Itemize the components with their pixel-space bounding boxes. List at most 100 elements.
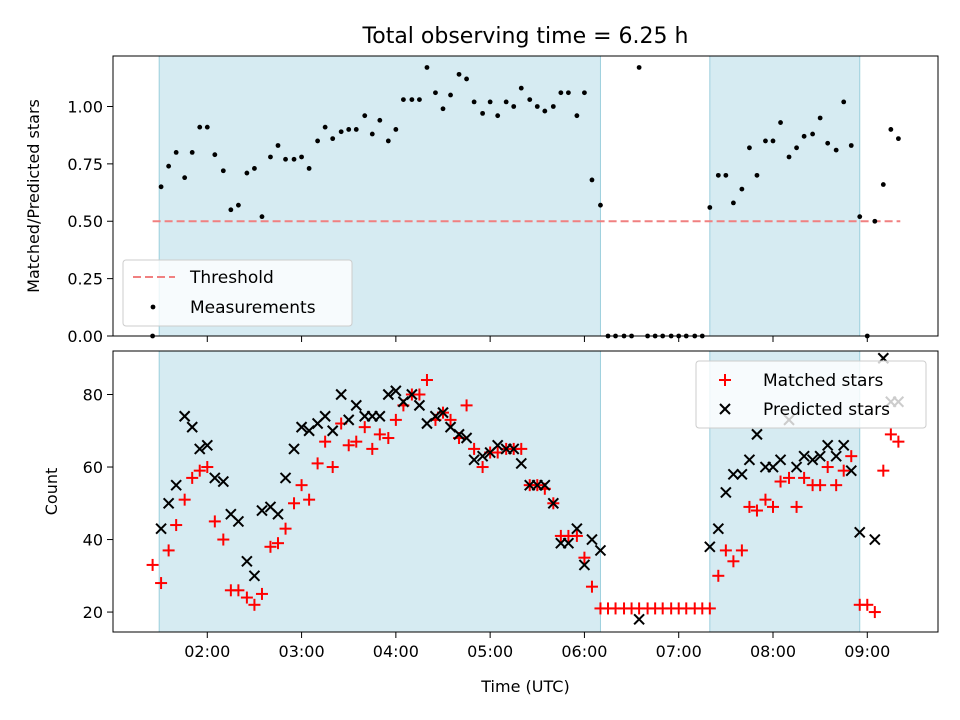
measurement-point (487, 99, 493, 105)
measurement-point (589, 177, 595, 183)
matched-star-marker (155, 577, 168, 590)
measurement-point (723, 172, 729, 178)
measurement-point (464, 76, 469, 82)
measurement-point (471, 99, 477, 105)
measurement-point (291, 156, 297, 162)
predicted-star-marker (232, 515, 245, 528)
predicted-star-marker (272, 508, 284, 520)
predicted-star-marker (186, 421, 198, 433)
matched-star-marker (146, 558, 159, 571)
ratio-panel: 0.00 0.25 0.50 0.75 1.00 Total observing tim… (24, 24, 939, 346)
measurement-point (715, 172, 721, 178)
count-x-ticks: 02:00 03:00 04:00 05:00 06:00 07:00 08:00 09:00 (184, 632, 890, 661)
measurement-point (888, 127, 894, 132)
measurement-point (558, 90, 564, 96)
x-tick-label: 02:00 (184, 642, 230, 661)
ratio-axes-frame (112, 55, 939, 337)
measurement-point (417, 97, 422, 103)
matched-star-marker (861, 598, 874, 611)
predicted-star-marker (712, 522, 725, 535)
predicted-star-marker (178, 410, 191, 422)
predicted-star-marker (830, 450, 842, 462)
measurement-point (848, 143, 854, 148)
predicted-star-marker (491, 439, 504, 451)
measurement-point (315, 138, 320, 144)
matched-star-marker (585, 580, 598, 593)
measurement-point (212, 152, 218, 158)
matched-star-marker (774, 475, 787, 488)
measurement-point (817, 115, 823, 121)
chart-title: Total observing time = 6.25 h (362, 24, 689, 49)
matched-star-marker (719, 544, 732, 557)
legend-measurement-label: Measurements (190, 298, 316, 318)
matched-star-marker (735, 544, 748, 557)
measurement-point (527, 97, 533, 103)
matched-star-marker (295, 479, 308, 492)
measurement-point (833, 147, 839, 153)
matched-star-marker (288, 497, 301, 510)
matched-star-marker (382, 432, 395, 445)
predicted-star-marker (798, 450, 810, 462)
matched-star-marker (750, 504, 763, 517)
measurement-point (503, 99, 509, 105)
legend-matched-swatch (719, 374, 731, 386)
predicted-star-marker (429, 410, 442, 422)
matched-star-marker (712, 569, 725, 582)
predicted-star-marker (390, 385, 402, 397)
predicted-star-marker (869, 533, 881, 546)
matched-star-marker (515, 442, 528, 455)
matched-star-marker (837, 464, 850, 477)
measurement-point (220, 168, 226, 174)
predicted-star-marker (279, 472, 292, 484)
measurement-point (794, 145, 799, 151)
matched-star-marker (178, 493, 191, 506)
measurement-point (770, 138, 776, 144)
predicted-star-marker (374, 410, 386, 422)
predicted-star-marker (437, 406, 449, 419)
predicted-star-marker (515, 457, 527, 470)
matched-star-marker (420, 374, 433, 387)
predicted-star-marker (633, 613, 645, 626)
matched-star-marker (767, 500, 779, 513)
matched-star-marker (255, 587, 268, 600)
matched-star-marker (311, 457, 324, 470)
predicted-star-marker (736, 468, 748, 480)
predicted-star-marker (248, 570, 261, 582)
legend-matched-label: Matched stars (763, 371, 883, 391)
count-y-axis-label: Count (42, 468, 61, 516)
y-tick-label: 60 (83, 458, 103, 477)
matched-star-marker (727, 555, 740, 568)
matched-star-marker (570, 529, 583, 542)
count-legend-box (695, 360, 927, 429)
measurement-point (228, 207, 234, 213)
predicted-star-marker (727, 468, 740, 480)
matched-star-marker (170, 519, 183, 532)
measurement-point (369, 131, 375, 137)
x-tick-label: 05:00 (467, 642, 513, 661)
predicted-star-marker (547, 497, 560, 509)
measurement-point (550, 104, 556, 109)
ratio-y-ticks: 0.00 0.25 0.50 0.75 1.00 (67, 97, 113, 346)
y-tick-label: 0.00 (67, 327, 103, 346)
measurement-point (872, 218, 878, 224)
measurement-point (322, 124, 328, 130)
matched-star-marker (444, 413, 457, 426)
matched-star-marker (798, 471, 811, 484)
measurement-point (244, 170, 250, 176)
measurement-point (636, 65, 642, 70)
predicted-star-marker (295, 421, 308, 433)
matched-star-marker (821, 461, 834, 474)
predicted-star-marker (790, 461, 803, 473)
measurement-point (189, 149, 195, 155)
measurement-point (330, 136, 336, 142)
y-tick-label: 0.25 (67, 270, 103, 289)
predicted-star-marker (468, 454, 480, 466)
measurement-point (433, 90, 438, 96)
predicted-star-marker (539, 479, 551, 491)
predicted-star-marker (508, 443, 520, 455)
predicted-star-marker (288, 443, 300, 455)
predicted-star-marker (586, 533, 598, 546)
measurement-point (707, 205, 713, 210)
measurement-point (857, 214, 863, 220)
measurement-point (566, 90, 571, 96)
